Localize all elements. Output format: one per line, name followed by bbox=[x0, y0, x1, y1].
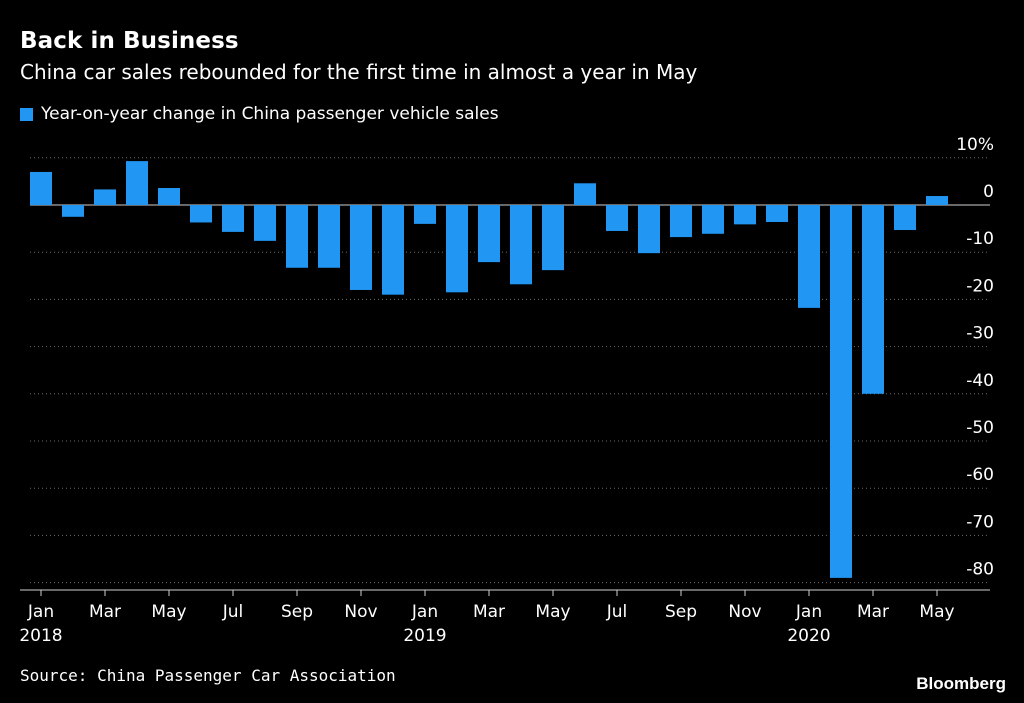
y-tick-label: -70 bbox=[966, 512, 994, 532]
chart-subtitle: China car sales rebounded for the first … bbox=[20, 60, 698, 84]
brand-logo: Bloomberg bbox=[916, 674, 1006, 693]
bar bbox=[670, 205, 692, 238]
bar bbox=[510, 205, 532, 285]
y-tick-label: -80 bbox=[966, 560, 994, 580]
x-tick-label: Sep bbox=[665, 602, 697, 622]
x-tick-label: Mar bbox=[857, 602, 889, 622]
x-year-label: 2018 bbox=[19, 626, 62, 646]
legend-swatch bbox=[20, 107, 33, 121]
y-tick-label: -30 bbox=[966, 324, 994, 344]
bar bbox=[286, 205, 308, 268]
y-tick-label: -60 bbox=[966, 465, 994, 485]
x-tick-label: Jul bbox=[222, 602, 244, 622]
bar bbox=[414, 205, 436, 224]
y-tick-label: -10 bbox=[966, 229, 994, 249]
bar bbox=[478, 205, 500, 263]
x-year-label: 2019 bbox=[403, 626, 446, 646]
x-tick-label: May bbox=[919, 602, 954, 622]
bar bbox=[542, 205, 564, 271]
source-note: Source: China Passenger Car Association bbox=[20, 666, 396, 685]
x-tick-label: Jan bbox=[27, 602, 54, 622]
x-tick-label: Jan bbox=[411, 602, 438, 622]
y-tick-label: 0 bbox=[983, 182, 994, 202]
x-tick-label: Jan bbox=[795, 602, 822, 622]
bar bbox=[894, 205, 916, 231]
bar bbox=[190, 205, 212, 223]
x-tick-label: Jul bbox=[606, 602, 628, 622]
y-tick-label: -40 bbox=[966, 371, 994, 391]
bar bbox=[30, 171, 52, 205]
bar bbox=[350, 205, 372, 290]
bar bbox=[382, 205, 404, 295]
x-tick-label: Nov bbox=[344, 602, 377, 622]
bar bbox=[126, 161, 148, 205]
x-tick-label: Mar bbox=[89, 602, 121, 622]
legend-label: Year-on-year change in China passenger v… bbox=[41, 104, 499, 124]
bar bbox=[798, 205, 820, 308]
bar bbox=[734, 205, 756, 225]
x-tick-label: Sep bbox=[281, 602, 313, 622]
bar bbox=[446, 205, 468, 293]
bar bbox=[702, 205, 724, 234]
x-year-label: 2020 bbox=[787, 626, 830, 646]
x-tick-label: Mar bbox=[473, 602, 505, 622]
bar bbox=[862, 205, 884, 394]
bar bbox=[254, 205, 276, 241]
x-tick-label: May bbox=[151, 602, 186, 622]
bar bbox=[766, 205, 788, 222]
bar bbox=[318, 205, 340, 268]
legend: Year-on-year change in China passenger v… bbox=[20, 104, 499, 124]
x-tick-label: Nov bbox=[728, 602, 761, 622]
bar bbox=[94, 189, 116, 205]
bar bbox=[62, 205, 84, 217]
bar bbox=[606, 205, 628, 231]
x-tick-label: May bbox=[535, 602, 570, 622]
chart-title: Back in Business bbox=[20, 28, 239, 54]
bar bbox=[222, 205, 244, 232]
bar bbox=[158, 188, 180, 205]
bar bbox=[830, 205, 852, 578]
bar bbox=[638, 205, 660, 254]
bar bbox=[574, 183, 596, 205]
y-tick-label: -50 bbox=[966, 418, 994, 438]
y-tick-label: -20 bbox=[966, 276, 994, 296]
bar bbox=[926, 196, 948, 205]
y-tick-label: 10% bbox=[956, 135, 994, 155]
